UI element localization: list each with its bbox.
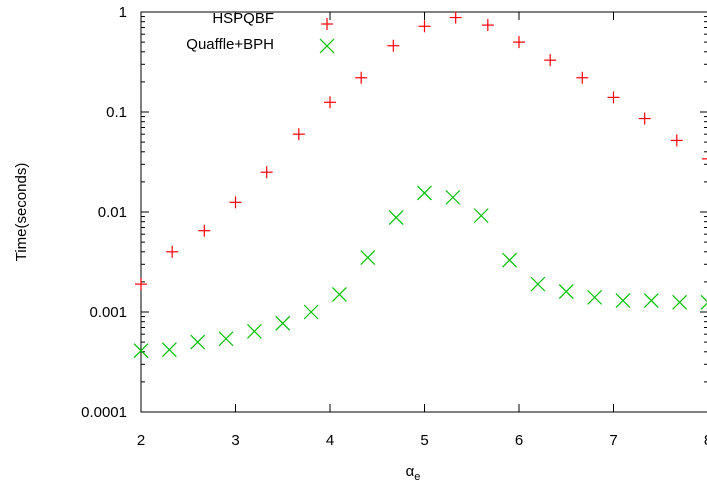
x-tick-label: 2 <box>137 432 145 449</box>
data-point <box>670 134 683 147</box>
plot-frame <box>140 11 707 413</box>
data-point <box>672 294 688 310</box>
data-point <box>530 276 546 292</box>
series-2 <box>133 185 707 359</box>
plot-area <box>140 11 707 413</box>
data-point <box>332 286 347 302</box>
legend-marker-glyph <box>321 18 333 30</box>
y-axis-ticks: 0.0001 0.001 0.01 0.1 1 <box>81 4 707 421</box>
data-point <box>324 96 336 109</box>
x-tick-label: 5 <box>420 432 428 449</box>
legend-marker-glyph <box>319 38 335 54</box>
data-point <box>303 304 319 320</box>
data-point <box>198 224 211 237</box>
data-point <box>513 36 525 49</box>
data-point <box>481 19 494 32</box>
data-point <box>388 210 404 225</box>
data-point <box>292 128 305 141</box>
x-tick-label: 7 <box>609 432 617 449</box>
legend-marker-series-1 <box>321 18 333 30</box>
data-point <box>246 323 262 339</box>
data-point <box>576 71 589 84</box>
data-point <box>502 252 517 268</box>
data-point <box>449 11 462 24</box>
series-1 <box>135 11 707 291</box>
y-axis-label: Time(seconds) <box>13 163 30 262</box>
data-point <box>218 331 234 347</box>
data-point <box>558 284 574 300</box>
y-tick-label: 0.001 <box>89 304 127 321</box>
x-axis-label: αe <box>406 463 421 483</box>
data-point <box>615 293 631 309</box>
data-point <box>702 158 707 160</box>
y-tick-label: 0.0001 <box>81 404 127 421</box>
data-point <box>544 54 557 67</box>
data-point <box>643 293 659 309</box>
y-tick-label: 0.1 <box>106 104 127 121</box>
legend-label-series-2: Quaffle+BPH <box>186 36 274 53</box>
data-point <box>700 294 707 310</box>
data-point <box>607 91 620 104</box>
data-point <box>133 343 149 359</box>
x-tick-label: 4 <box>326 432 334 449</box>
data-point <box>190 334 206 350</box>
data-point <box>473 208 489 224</box>
data-point <box>418 20 431 33</box>
data-point <box>445 189 461 205</box>
y-tick-label: 1 <box>119 4 127 21</box>
series-layer <box>133 11 707 359</box>
x-axis-label-main: α <box>406 463 415 480</box>
data-point <box>275 315 291 331</box>
legend-marker-series-2 <box>319 38 335 54</box>
x-axis-label-subscript: e <box>414 471 420 483</box>
data-point <box>229 196 242 209</box>
data-point <box>166 245 179 258</box>
data-point <box>417 185 432 201</box>
x-tick-label: 8 <box>704 432 707 449</box>
data-point <box>638 112 651 125</box>
x-tick-label: 3 <box>231 432 239 449</box>
data-point <box>587 289 603 305</box>
data-point <box>135 278 147 291</box>
data-point <box>161 342 177 358</box>
y-tick-label: 0.01 <box>98 204 127 221</box>
data-point <box>260 166 273 179</box>
x-tick-label: 6 <box>515 432 523 449</box>
x-axis-ticks: 2 3 4 5 6 7 8 <box>137 12 707 449</box>
data-point <box>360 250 376 266</box>
legend: HSPQBF Quaffle+BPH <box>186 10 335 54</box>
legend-label-series-1: HSPQBF <box>212 10 274 27</box>
data-point <box>355 71 368 84</box>
data-point <box>387 39 400 52</box>
